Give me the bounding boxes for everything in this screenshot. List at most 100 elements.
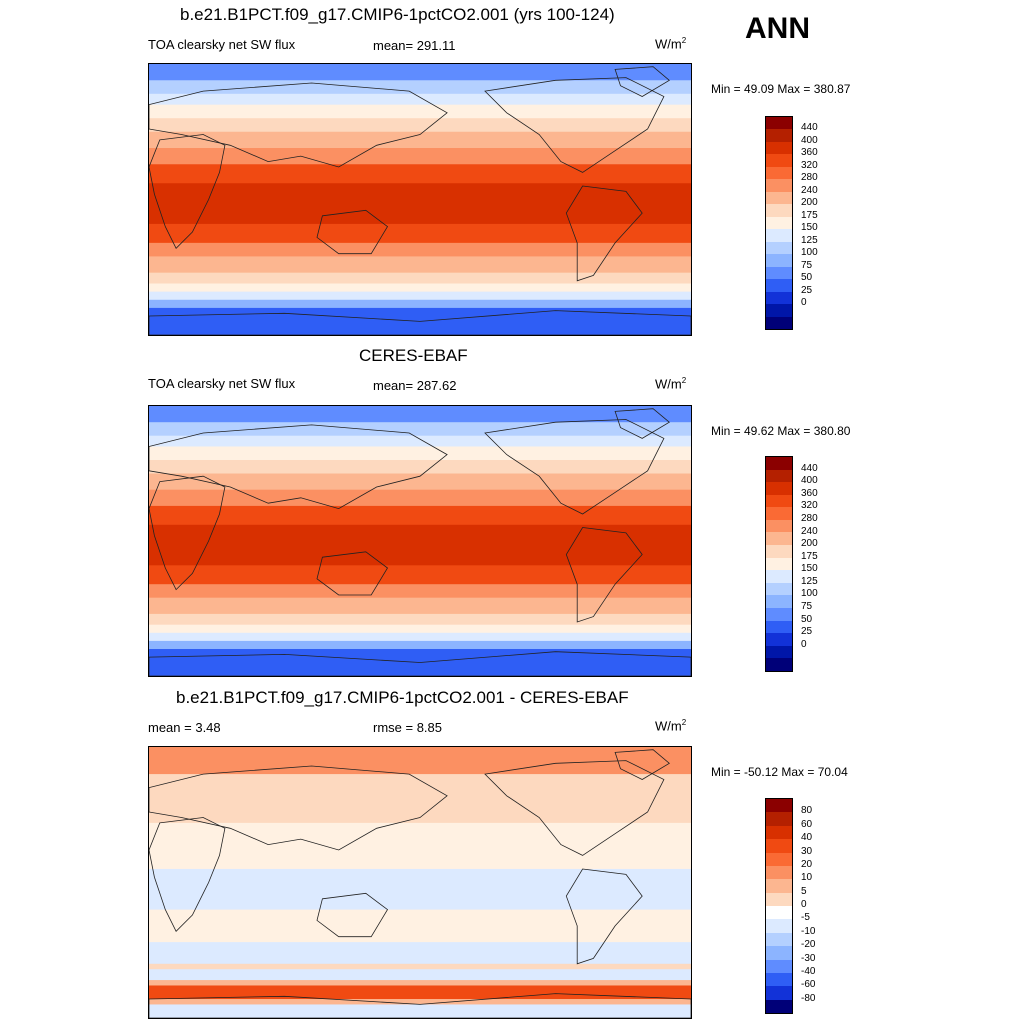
colorbar-segment bbox=[766, 595, 792, 608]
colorbar-tick-label: -80 bbox=[801, 992, 816, 1004]
field-band bbox=[149, 104, 691, 119]
field-band bbox=[149, 597, 691, 615]
colorbar-segment bbox=[766, 986, 792, 1000]
field-band bbox=[149, 774, 691, 824]
panel-2-minmax: Min = 49.62 Max = 380.80 bbox=[711, 424, 851, 438]
coastline bbox=[316, 551, 389, 596]
colorbar-tick-label: 320 bbox=[801, 500, 818, 512]
panel-2-mean-label: mean= 287.62 bbox=[373, 378, 457, 393]
field-band bbox=[149, 969, 691, 981]
field-band bbox=[149, 283, 691, 293]
colorbar-segment bbox=[766, 799, 792, 813]
field-band bbox=[149, 489, 691, 507]
colorbar-tick-label: 440 bbox=[801, 462, 818, 474]
colorbar-tick-label: 280 bbox=[801, 172, 818, 184]
colorbar-tick-label: 0 bbox=[801, 899, 807, 910]
field-band bbox=[149, 242, 691, 257]
field-band bbox=[149, 505, 691, 526]
colorbar-segment bbox=[766, 658, 792, 671]
colorbar-segment bbox=[766, 482, 792, 495]
panel-3-map-svg bbox=[149, 747, 691, 1018]
colorbar-tick-label: 75 bbox=[801, 601, 813, 613]
colorbar-segment bbox=[766, 999, 792, 1013]
colorbar-tick-label: 200 bbox=[801, 197, 818, 209]
colorbar-segment bbox=[766, 254, 792, 267]
coastline bbox=[149, 134, 226, 249]
field-band bbox=[149, 999, 691, 1005]
field-band bbox=[149, 148, 691, 165]
colorbar-segment bbox=[766, 279, 792, 292]
coastline bbox=[149, 82, 448, 168]
field-band bbox=[149, 435, 691, 447]
colorbar-segment bbox=[766, 645, 792, 659]
panel-1-units: W/m2 bbox=[655, 36, 687, 52]
colorbar-segment bbox=[766, 972, 792, 987]
colorbar-segment bbox=[766, 532, 792, 546]
field-band bbox=[149, 131, 691, 149]
coastline bbox=[565, 868, 643, 965]
panel-3-mean-label: mean = 3.48 bbox=[148, 720, 221, 735]
coastline bbox=[149, 765, 448, 851]
field-band bbox=[149, 80, 691, 95]
colorbar-tick-label: 5 bbox=[801, 885, 807, 897]
colorbar-tick-label: 20 bbox=[801, 858, 813, 870]
colorbar-tick-label: 80 bbox=[801, 805, 813, 817]
colorbar-segment bbox=[766, 154, 792, 167]
colorbar-segment bbox=[766, 166, 792, 180]
panel-1-colorbar bbox=[765, 116, 793, 330]
colorbar-tick-label: 400 bbox=[801, 475, 818, 487]
field-band bbox=[149, 272, 691, 285]
colorbar-tick-label: 25 bbox=[801, 284, 813, 296]
field-band bbox=[149, 291, 691, 301]
coastline bbox=[316, 892, 389, 938]
colorbar-tick-label: 360 bbox=[801, 487, 818, 499]
colorbar-segment bbox=[766, 545, 792, 558]
panel-1-title: b.e21.B1PCT.f09_g17.CMIP6-1pctCO2.001 (y… bbox=[180, 5, 615, 24]
colorbar-tick-label: 400 bbox=[801, 134, 818, 146]
panel-3-minmax: Min = -50.12 Max = 70.04 bbox=[711, 765, 848, 779]
colorbar-segment bbox=[766, 519, 792, 533]
colorbar-segment bbox=[766, 892, 792, 906]
colorbar-segment bbox=[766, 932, 792, 947]
colorbar-segment bbox=[766, 316, 792, 329]
panel-2-map-svg bbox=[149, 406, 691, 676]
field-band bbox=[149, 624, 691, 634]
colorbar-segment bbox=[766, 469, 792, 483]
colorbar-tick-label: 150 bbox=[801, 563, 818, 575]
colorbar-tick-label: 175 bbox=[801, 550, 818, 562]
colorbar-segment bbox=[766, 129, 792, 142]
field-band bbox=[149, 822, 691, 870]
colorbar-tick-label: 125 bbox=[801, 575, 818, 587]
field-band bbox=[149, 980, 691, 986]
colorbar-tick-label: 150 bbox=[801, 222, 818, 234]
panel-2-variable-label: TOA clearsky net SW flux bbox=[148, 376, 296, 391]
coastline bbox=[565, 527, 643, 623]
colorbar-tick-label: 175 bbox=[801, 209, 818, 221]
field-band bbox=[149, 93, 691, 106]
colorbar-tick-label: -20 bbox=[801, 939, 816, 951]
colorbar-tick-label: -30 bbox=[801, 952, 816, 964]
coastline bbox=[614, 749, 670, 780]
colorbar-segment bbox=[766, 607, 792, 621]
field-band bbox=[149, 640, 691, 650]
colorbar-segment bbox=[766, 570, 792, 583]
colorbar-segment bbox=[766, 852, 792, 866]
colorbar-tick-label: 280 bbox=[801, 512, 818, 524]
colorbar-segment bbox=[766, 825, 792, 840]
colorbar-segment bbox=[766, 291, 792, 305]
colorbar-tick-label: -5 bbox=[801, 912, 810, 924]
colorbar-tick-label: 40 bbox=[801, 832, 813, 844]
colorbar-tick-label: 75 bbox=[801, 259, 813, 271]
field-band bbox=[149, 868, 691, 911]
colorbar-segment bbox=[766, 906, 792, 920]
colorbar-segment bbox=[766, 812, 792, 826]
colorbar-tick-label: -40 bbox=[801, 965, 816, 977]
colorbar-tick-label: 240 bbox=[801, 184, 818, 196]
colorbar-tick-label: 25 bbox=[801, 626, 813, 638]
coastline bbox=[565, 185, 643, 282]
field-band bbox=[149, 524, 691, 566]
panel-1-mean-label: mean= 291.11 bbox=[373, 38, 456, 53]
coastline bbox=[149, 475, 226, 591]
colorbar-segment bbox=[766, 633, 792, 646]
season-label: ANN bbox=[745, 12, 810, 45]
